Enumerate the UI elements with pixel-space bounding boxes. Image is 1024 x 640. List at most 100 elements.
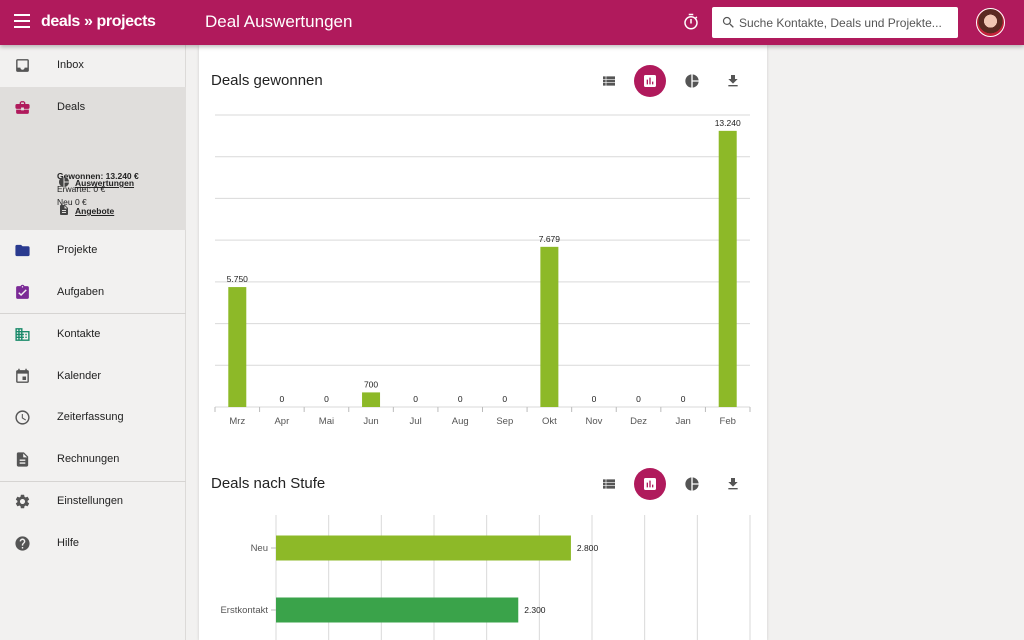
expected-value: Erwartet: 0 €: [57, 184, 106, 194]
contacts-icon: [15, 328, 30, 341]
deals-stats: Gewonnen: 13.240 € Erwartet: 0 € Neu 0 €: [57, 170, 139, 209]
x-tick-label: Nov: [586, 416, 603, 427]
x-tick-label: Apr: [274, 416, 289, 427]
top-app-bar: deals » projects Deal Auswertungen: [0, 0, 1024, 45]
table-view-button[interactable]: [593, 468, 625, 500]
data-label: 5.750: [227, 274, 249, 284]
search-box: [712, 7, 958, 38]
page-title: Deal Auswertungen: [205, 12, 353, 31]
data-label: 0: [681, 394, 686, 404]
sidebar-item-label: Kalender: [57, 370, 102, 382]
report-card: Deals gewonnen 5.750 Mrz 0 Apr 0 Mai 700 Jun 0 Ju…: [199, 45, 767, 640]
sidebar-item-label: Aufgaben: [57, 286, 105, 298]
bar: [276, 535, 571, 561]
hamburger-menu-icon[interactable]: [14, 14, 30, 28]
bar-chart-icon: [644, 478, 656, 490]
x-tick-label: Jun: [363, 416, 378, 427]
sidebar-item-label: Deals: [57, 101, 86, 113]
bar: [540, 246, 559, 407]
calendar-icon: [16, 368, 29, 383]
search-input[interactable]: [739, 7, 953, 38]
bar: [362, 392, 381, 407]
pie-chart-icon: [59, 177, 69, 187]
sidebar-item-kontakte[interactable]: Kontakte: [0, 314, 186, 355]
sidebar-item-label: Zeiterfassung: [57, 411, 124, 423]
clock-icon: [15, 410, 30, 425]
x-tick-label: Feb: [720, 416, 736, 427]
sidebar-item-einstellungen[interactable]: Einstellungen: [0, 481, 186, 522]
sidebar-item-label: Hilfe: [57, 537, 80, 549]
deals-gewonnen-chart: 5.750 Mrz 0 Apr 0 Mai 700 Jun 0 Jul 0 Aug 0 Sep 7.679 O…: [214, 114, 751, 427]
sidebar-item-zeiterfassung[interactable]: Zeiterfassung: [0, 397, 186, 438]
sidebar-item-aufgaben[interactable]: Aufgaben: [0, 272, 186, 313]
sidebar-link-angebote[interactable]: Angebote: [57, 205, 115, 216]
inbox-icon: [16, 59, 29, 72]
app-logo[interactable]: deals » projects: [41, 13, 156, 30]
bar: [718, 130, 737, 407]
download-button[interactable]: [717, 468, 749, 500]
data-label: 0: [280, 394, 285, 404]
section-title-deals-nach-stufe: Deals nach Stufe: [211, 475, 326, 492]
sidebar-item-label: Rechnungen: [57, 453, 120, 465]
x-tick-label: Sep: [496, 416, 513, 427]
bar: [228, 287, 247, 407]
sidebar-item-kalender[interactable]: Kalender: [0, 356, 186, 397]
x-tick-label: Mai: [319, 416, 334, 427]
pie-chart-icon: [685, 477, 699, 491]
bar-chart-view-button[interactable]: [634, 65, 666, 97]
download-icon: [728, 478, 738, 490]
pie-chart-view-button[interactable]: [676, 65, 708, 97]
sidebar-item-rechnungen[interactable]: Rechnungen: [0, 439, 186, 480]
sidebar-link-label: Angebote: [75, 206, 115, 216]
data-label: 0: [502, 394, 507, 404]
sidebar-item-inbox[interactable]: Inbox: [0, 45, 186, 86]
sidebar-divider: [0, 313, 186, 314]
sidebar: Inbox Deals Gewonnen: 13.240 € Erwartet:…: [0, 45, 186, 640]
deals-panel: [0, 87, 186, 230]
sidebar-item-label: Projekte: [57, 244, 98, 256]
briefcase-icon: [15, 101, 30, 114]
x-tick-label: Jan: [675, 416, 690, 427]
x-tick-label: Aug: [452, 416, 469, 427]
y-tick-label: Neu: [251, 543, 268, 554]
bar-chart-view-button[interactable]: [634, 468, 666, 500]
table-view-button[interactable]: [593, 65, 625, 97]
user-avatar[interactable]: [976, 8, 1005, 37]
data-label: 0: [458, 394, 463, 404]
data-label: 0: [413, 394, 418, 404]
sidebar-item-deals[interactable]: Deals: [0, 87, 186, 128]
data-label: 0: [636, 394, 641, 404]
x-tick-label: Dez: [630, 416, 647, 427]
data-label: 2.800: [577, 543, 599, 553]
sidebar-link-label: Auswertungen: [75, 178, 135, 188]
download-icon: [728, 75, 738, 87]
x-tick-label: Okt: [542, 416, 557, 427]
download-button[interactable]: [717, 65, 749, 97]
section-title-deals-gewonnen: Deals gewonnen: [211, 72, 323, 89]
list-icon: [603, 479, 615, 489]
x-tick-label: Mrz: [229, 416, 245, 427]
sidebar-item-label: Kontakte: [57, 328, 101, 340]
data-label: 13.240: [715, 118, 741, 128]
sidebar-item-label: Inbox: [57, 59, 84, 71]
sidebar-item-projekte[interactable]: Projekte: [0, 230, 186, 271]
bar: [276, 597, 519, 623]
task-icon: [16, 284, 29, 299]
pie-chart-view-button[interactable]: [676, 468, 708, 500]
new-value: Neu 0 €: [57, 197, 87, 207]
invoice-icon: [16, 452, 29, 467]
stopwatch-icon[interactable]: [682, 13, 700, 31]
data-label: 7.679: [539, 234, 561, 244]
data-label: 2.300: [524, 605, 546, 615]
list-icon: [603, 76, 615, 86]
sidebar-link-auswertungen[interactable]: Auswertungen: [57, 177, 135, 188]
won-value: 13.240 €: [105, 171, 139, 181]
data-label: 0: [324, 394, 329, 404]
sidebar-item-hilfe[interactable]: Hilfe: [0, 523, 186, 564]
deals-nach-stufe-chart: Neu 2.800 Erstkontakt 2.300: [220, 515, 751, 640]
document-icon: [60, 205, 68, 215]
sidebar-item-label: Einstellungen: [57, 495, 124, 507]
data-label: 700: [364, 379, 378, 389]
pie-chart-icon: [685, 74, 699, 88]
help-icon: [15, 536, 30, 551]
